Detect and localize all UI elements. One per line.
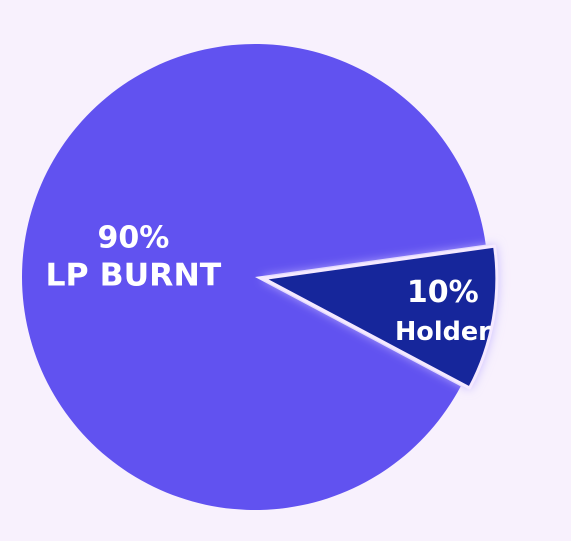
slice-name-label: Holder (395, 317, 491, 347)
slice-name-label: LP BURNT (45, 257, 221, 293)
pie-slice-lp-burnt (21, 43, 486, 510)
pie-slice-holder (262, 244, 499, 390)
slice-percent-label: 90% (97, 220, 169, 255)
slice-percent-label: 10% (407, 275, 479, 310)
